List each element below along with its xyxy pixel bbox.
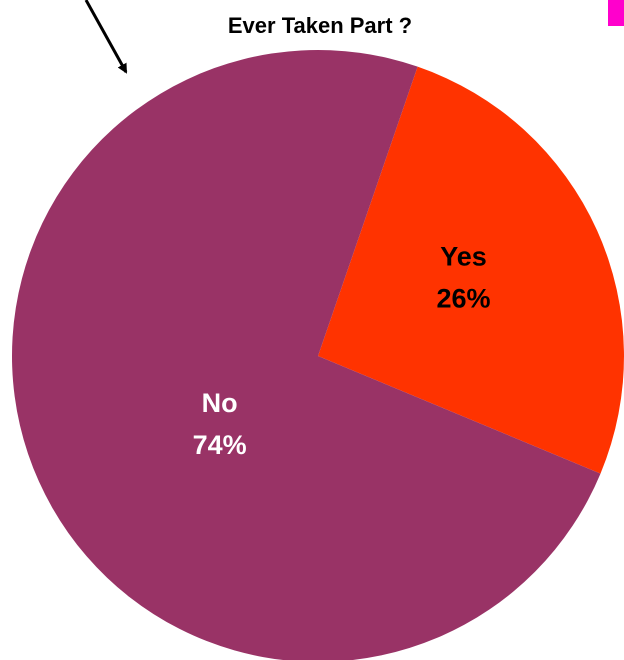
- pie-labels: Yes 26% No 74%: [193, 241, 491, 460]
- chart-title: Ever Taken Part ?: [228, 13, 412, 38]
- pointer-arrow: [84, 0, 128, 74]
- slice-value-no: 74%: [193, 430, 247, 460]
- slice-value-yes: 26%: [436, 283, 490, 313]
- accent-marker: [608, 0, 624, 26]
- slice-label-yes: Yes: [440, 241, 487, 271]
- pie-slices: [11, 49, 624, 660]
- pie-slice-no: [11, 49, 601, 660]
- pie-slice-yes: [318, 66, 624, 474]
- slice-label-no: No: [202, 388, 238, 418]
